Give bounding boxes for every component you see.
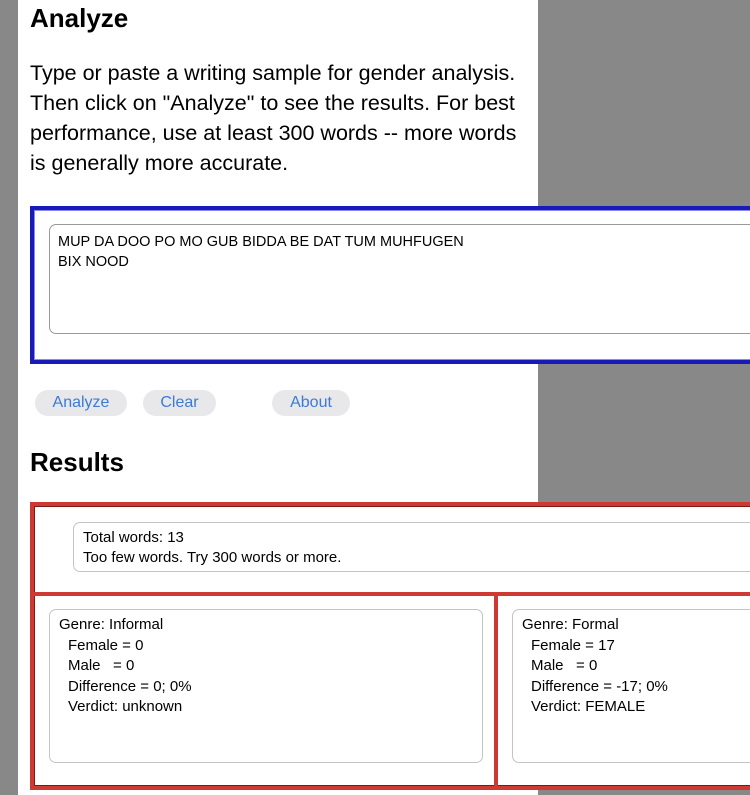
summary-box: Total words: 13 Too few words. Try 300 w… bbox=[73, 522, 750, 572]
word-warning: Too few words. Try 300 words or more. bbox=[83, 549, 342, 566]
informal-verdict: Verdict: unknown bbox=[68, 698, 183, 715]
analyze-button[interactable]: Analyze bbox=[35, 390, 127, 416]
formal-genre: Genre: Formal bbox=[522, 616, 619, 633]
informal-genre: Genre: Informal bbox=[59, 616, 164, 633]
writing-sample-input[interactable]: MUP DA DOO PO MO GUB BIDDA BE DAT TUM MU… bbox=[49, 224, 750, 334]
about-button[interactable]: About bbox=[272, 390, 350, 416]
intro-text: Type or paste a writing sample for gende… bbox=[30, 61, 517, 175]
formal-male: Male = 0 bbox=[531, 657, 598, 674]
formal-female: Female = 17 bbox=[531, 636, 615, 654]
informal-result-box: Genre: Informal Female = 0 Male = 0 Diff… bbox=[49, 609, 483, 763]
results-divider bbox=[30, 592, 750, 596]
analyze-heading: Analyze bbox=[30, 3, 129, 33]
informal-male: Male = 0 bbox=[68, 657, 135, 674]
informal-difference: Difference = 0; 0% bbox=[68, 677, 192, 695]
formal-difference: Difference = -17; 0% bbox=[531, 677, 668, 695]
clear-button[interactable]: Clear bbox=[143, 390, 216, 416]
results-divider-vertical bbox=[494, 596, 498, 786]
formal-verdict: Verdict: FEMALE bbox=[531, 698, 646, 715]
formal-result-box: Genre: Formal Female = 17 Male = 0 Diffe… bbox=[512, 609, 750, 763]
total-words: Total words: 13 bbox=[83, 529, 184, 546]
informal-female: Female = 0 bbox=[68, 636, 144, 654]
results-heading: Results bbox=[30, 447, 124, 477]
